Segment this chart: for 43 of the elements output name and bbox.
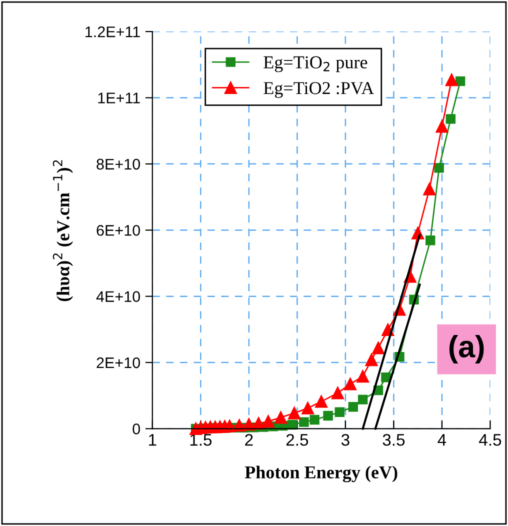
x-axis-title: Photon Energy (eV) <box>244 466 398 482</box>
point <box>372 342 385 354</box>
legend-label: Eg=TiO$_{2}$ pure <box>264 56 368 72</box>
annotation: (a) <box>449 335 484 364</box>
point <box>315 395 328 408</box>
legend-label: Eg=TiO2 :PVA <box>264 82 374 98</box>
point <box>356 370 370 383</box>
x-tick-label: 1.5 <box>190 434 212 446</box>
point <box>381 372 391 382</box>
point <box>299 417 309 427</box>
point <box>323 410 333 421</box>
x-tick-label: 1 <box>149 434 156 446</box>
point <box>348 402 358 412</box>
y-tick-label: 4E+10 <box>96 291 140 302</box>
x-tick-label: 4 <box>438 434 446 446</box>
point <box>365 354 378 366</box>
y-tick-label: 6E+10 <box>96 224 140 236</box>
y-tick-label: 8E+10 <box>96 158 140 170</box>
point <box>274 411 288 424</box>
x-tick-label: 2 <box>245 434 253 446</box>
point <box>331 386 344 400</box>
point <box>302 402 314 414</box>
x-tick-label: 3.5 <box>382 434 405 446</box>
point <box>434 163 444 173</box>
point <box>423 182 436 196</box>
point <box>436 120 448 133</box>
point <box>426 236 436 246</box>
point <box>446 114 456 124</box>
point <box>445 74 458 86</box>
y-axis-title: (hυα)$^{2}$ (eV.cm$^{−1}$)$^{2}$ <box>52 160 74 302</box>
point <box>262 415 274 428</box>
point <box>334 407 345 418</box>
point <box>288 406 301 420</box>
x-tick-label: 2.5 <box>286 434 308 446</box>
y-tick-label: 2E+10 <box>96 357 140 368</box>
y-tick-label: 1.2E+11 <box>86 26 140 38</box>
point <box>310 414 320 425</box>
y-tick-label: 1E+11 <box>98 92 140 104</box>
point <box>358 394 368 404</box>
y-tick-label: 0 <box>132 424 140 434</box>
x-tick-label: 3 <box>341 434 350 446</box>
point <box>344 378 357 390</box>
x-tick-label: 4.5 <box>479 434 502 446</box>
